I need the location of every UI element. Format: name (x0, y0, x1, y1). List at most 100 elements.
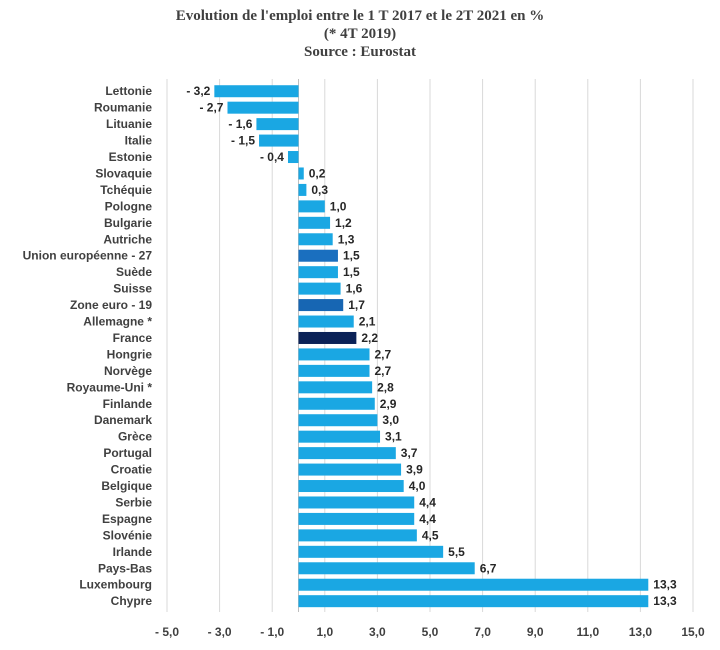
bar (298, 496, 415, 509)
bar (298, 299, 344, 312)
data-label: 2,8 (377, 380, 394, 394)
bar (298, 463, 402, 476)
data-label: 1,6 (346, 282, 363, 296)
x-tick-label: 11,0 (576, 625, 599, 639)
bar (298, 529, 417, 542)
bar (298, 480, 404, 493)
data-label: 3,7 (401, 446, 418, 460)
bar (298, 595, 649, 608)
category-label: Royaume-Uni * (67, 380, 153, 394)
data-label: 0,3 (311, 183, 328, 197)
data-label: 2,7 (375, 347, 392, 361)
category-label: France (113, 331, 153, 345)
bar (287, 151, 299, 164)
data-label: - 2,7 (199, 101, 223, 115)
data-label: - 3,2 (186, 84, 210, 98)
category-label: Bulgarie (104, 216, 152, 230)
bar (298, 562, 475, 575)
category-label: Suède (116, 265, 152, 279)
category-label: Finlande (103, 397, 153, 411)
x-tick-label: 13,0 (629, 625, 653, 639)
category-label: Italie (125, 134, 153, 148)
x-tick-label: - 3,0 (208, 625, 232, 639)
chart-source: Source : Eurostat (304, 44, 416, 60)
bar (298, 183, 307, 196)
data-label: 6,7 (480, 561, 497, 575)
data-label: 4,4 (419, 495, 436, 509)
bar (298, 167, 304, 180)
data-label: 2,7 (375, 364, 392, 378)
data-label: 0,2 (309, 166, 326, 180)
bar (298, 200, 325, 213)
bar (298, 545, 444, 558)
bar (298, 397, 375, 410)
data-label: 1,0 (330, 199, 347, 213)
category-label: Tchéquie (100, 183, 152, 197)
data-label: 1,7 (348, 298, 365, 312)
category-label: Hongrie (107, 347, 153, 361)
data-label: 2,1 (359, 315, 376, 329)
category-label: Slovénie (103, 528, 153, 542)
bar (298, 430, 381, 443)
data-label: 1,5 (343, 265, 360, 279)
bar (259, 134, 299, 147)
x-tick-label: 15,0 (681, 625, 705, 639)
category-label: Pays-Bas (98, 561, 152, 575)
category-label: Portugal (103, 446, 152, 460)
category-label: Lettonie (105, 84, 152, 98)
category-label: Croatie (111, 463, 153, 477)
category-label: Slovaquie (95, 166, 152, 180)
data-label: - 1,6 (228, 117, 252, 131)
bar (298, 414, 378, 427)
category-label: Espagne (102, 512, 152, 526)
data-label: - 0,4 (260, 150, 284, 164)
category-label: Allemagne * (83, 315, 152, 329)
data-label: 4,0 (409, 479, 426, 493)
bar (298, 331, 357, 344)
category-label: Irlande (113, 545, 153, 559)
category-label: Belgique (101, 479, 152, 493)
x-tick-label: 9,0 (527, 625, 544, 639)
bar (256, 118, 299, 131)
data-label: 2,2 (361, 331, 378, 345)
data-label: 1,3 (338, 232, 355, 246)
bar (298, 364, 370, 377)
x-tick-label: 5,0 (422, 625, 439, 639)
bar (214, 85, 299, 98)
category-label: Danemark (94, 413, 152, 427)
bar (298, 266, 338, 279)
bar (298, 381, 373, 394)
data-label: 5,5 (448, 545, 465, 559)
chart-subtitle: (* 4T 2019) (323, 26, 397, 42)
data-label: - 1,5 (231, 134, 255, 148)
category-label: Chypre (111, 594, 153, 608)
category-label: Suisse (113, 282, 152, 296)
data-label: 3,0 (382, 413, 399, 427)
bar (298, 216, 331, 229)
x-tick-label: 3,0 (369, 625, 386, 639)
bar (298, 447, 396, 460)
data-label: 2,9 (380, 397, 397, 411)
data-label: 13,3 (653, 594, 677, 608)
bar (298, 249, 338, 262)
data-label: 1,2 (335, 216, 352, 230)
bar (298, 282, 341, 295)
bar (298, 348, 370, 361)
category-label: Roumanie (94, 101, 152, 115)
category-label: Zone euro - 19 (70, 298, 152, 312)
category-label: Serbie (115, 495, 152, 509)
category-label: Autriche (103, 232, 152, 246)
data-label: 4,5 (422, 528, 439, 542)
category-label: Union européenne - 27 (23, 249, 153, 263)
category-label: Norvège (104, 364, 152, 378)
chart-title: Evolution de l'emploi entre le 1 T 2017 … (175, 8, 545, 24)
category-label: Lituanie (106, 117, 152, 131)
category-label: Luxembourg (79, 578, 152, 592)
x-tick-label: - 1,0 (260, 625, 284, 639)
x-tick-label: 1,0 (316, 625, 333, 639)
data-label: 4,4 (419, 512, 436, 526)
bar (298, 315, 354, 328)
bar (227, 101, 299, 114)
